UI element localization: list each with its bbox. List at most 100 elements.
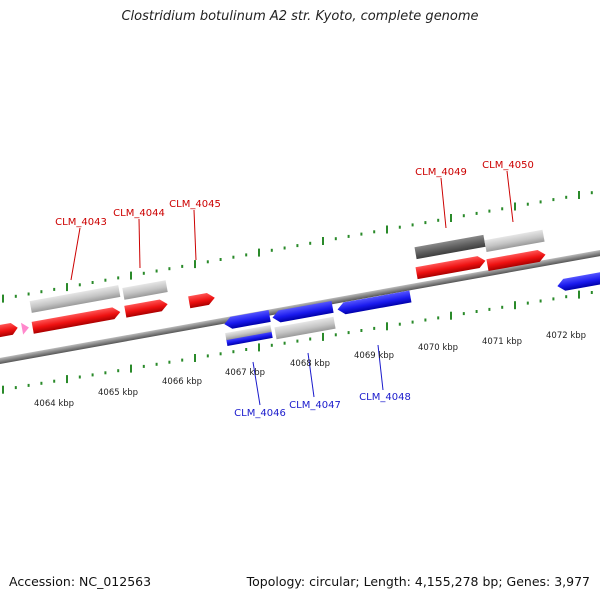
gene-label-CLM_4050[interactable]: CLM_4050: [482, 160, 534, 171]
inner-minor-tick: [40, 381, 43, 385]
gene-labels: CLM_4043 CLM_4044 CLM_4045 CLM_4049 CLM_…: [55, 160, 534, 419]
gene-CLM_4046-shadow: [226, 330, 273, 346]
summary-text: Topology: circular; Length: 4,155,278 bp…: [246, 574, 590, 589]
inner-major-tick: [578, 290, 580, 299]
inner-major-tick: [322, 332, 324, 341]
inner-minor-tick: [411, 320, 414, 324]
outer-major-tick: [322, 237, 324, 245]
outer-minor-tick: [539, 200, 542, 204]
gene-CLM_4045-arrow[interactable]: [188, 292, 216, 309]
inner-minor-tick: [181, 358, 184, 362]
inner-minor-tick: [53, 379, 56, 383]
outer-minor-tick: [501, 207, 504, 211]
gene-CLM_4044-feature[interactable]: [122, 280, 168, 300]
inner-minor-tick: [590, 291, 593, 294]
inner-minor-tick: [283, 341, 286, 345]
outer-major-tick: [258, 248, 260, 257]
outer-minor-tick: [232, 255, 235, 259]
outer-minor-tick: [411, 223, 414, 227]
gene-CLM_4049-arrow[interactable]: [415, 255, 486, 280]
gene-label-CLM_4043[interactable]: CLM_4043: [55, 217, 107, 228]
inner-minor-tick: [14, 386, 17, 390]
outer-minor-tick: [245, 253, 248, 257]
kbp-label-4065: 4065 kbp: [98, 388, 138, 398]
inner-major-tick: [386, 322, 388, 331]
outer-minor-tick: [283, 246, 286, 250]
kbp-label-4064: 4064 kbp: [34, 399, 74, 409]
gene-CLM_4047-arrow[interactable]: [271, 300, 334, 324]
outer-minor-tick: [219, 258, 222, 261]
gene-label-CLM_4046[interactable]: CLM_4046: [234, 408, 286, 419]
outer-minor-tick: [552, 198, 555, 202]
inner-minor-tick: [424, 318, 427, 322]
gene-label-CLM_4045[interactable]: CLM_4045: [169, 199, 221, 210]
gene-label-CLM_4047[interactable]: CLM_4047: [289, 400, 341, 411]
gene-CLM_4050-feature[interactable]: [484, 229, 545, 253]
outer-minor-tick: [270, 248, 273, 252]
inner-major-tick: [2, 385, 4, 394]
gene-CLM_4043-arrow[interactable]: [31, 306, 122, 334]
outer-minor-tick: [398, 225, 401, 229]
inner-minor-tick: [142, 364, 145, 368]
outer-minor-tick: [14, 294, 17, 298]
inner-minor-tick: [27, 383, 30, 387]
gene-CLM_4048-arrow[interactable]: [337, 290, 412, 316]
kbp-label-4067: 4067 kbp: [225, 368, 265, 378]
gene-CLM_4044-arrow[interactable]: [124, 298, 168, 318]
inner-minor-tick: [462, 312, 465, 316]
map-title: Clostridium botulinum A2 str. Kyoto, com…: [121, 9, 479, 24]
outer-major-tick: [578, 191, 580, 199]
inner-minor-tick: [78, 375, 81, 379]
outer-major-tick: [514, 202, 516, 211]
label-leaders: [70, 170, 514, 406]
inner-minor-tick: [398, 322, 401, 326]
inner-minor-tick: [347, 331, 350, 335]
kbp-label-4070: 4070 kbp: [418, 343, 458, 353]
inner-minor-tick: [219, 352, 222, 356]
outer-minor-tick: [206, 260, 209, 264]
outer-tick-track: [2, 191, 593, 303]
outer-minor-tick: [424, 221, 427, 225]
inner-major-tick: [130, 364, 132, 373]
inner-minor-tick: [155, 362, 158, 366]
gene-label-CLM_4049[interactable]: CLM_4049: [415, 167, 467, 178]
inner-minor-tick: [168, 360, 171, 364]
gene-CLM_4050-arrow[interactable]: [486, 249, 546, 272]
outer-minor-tick: [91, 281, 94, 284]
outer-minor-tick: [526, 202, 529, 206]
outer-minor-tick: [347, 234, 350, 238]
gene-arrow-left-edge[interactable]: [0, 322, 19, 341]
outer-minor-tick: [168, 267, 171, 271]
gene-arrow-right-edge[interactable]: [556, 269, 600, 292]
inner-minor-tick: [475, 310, 478, 313]
inner-minor-tick: [117, 369, 120, 373]
gene-features: [0, 229, 600, 346]
gene-CLM_4043-feature[interactable]: [29, 285, 121, 313]
gene-CLM_4046-feature[interactable]: [225, 325, 272, 341]
inner-minor-tick: [501, 305, 504, 309]
gene-label-CLM_4048[interactable]: CLM_4048: [359, 392, 411, 403]
inner-minor-tick: [539, 299, 542, 303]
outer-major-tick: [386, 225, 388, 234]
outer-minor-tick: [373, 230, 376, 234]
inner-minor-tick: [245, 348, 248, 351]
outer-minor-tick: [488, 209, 491, 213]
inner-minor-tick: [91, 373, 94, 377]
gene-label-CLM_4044[interactable]: CLM_4044: [113, 208, 165, 219]
outer-minor-tick: [565, 195, 568, 199]
gene-CLM_4049-feature[interactable]: [414, 234, 486, 260]
inner-minor-tick: [232, 350, 235, 354]
inner-minor-tick: [270, 343, 273, 347]
inner-tick-track: [2, 290, 593, 394]
outer-minor-tick: [27, 292, 30, 296]
outer-minor-tick: [334, 237, 337, 241]
outer-minor-tick: [155, 269, 158, 273]
inner-minor-tick: [309, 337, 312, 341]
inner-minor-tick: [206, 354, 209, 358]
gene-CLM_4047-feature[interactable]: [274, 316, 336, 340]
gene-CLM_4046-arrow[interactable]: [223, 310, 271, 330]
outer-minor-tick: [462, 214, 465, 218]
inner-minor-tick: [360, 329, 363, 332]
outer-major-tick: [66, 283, 68, 292]
